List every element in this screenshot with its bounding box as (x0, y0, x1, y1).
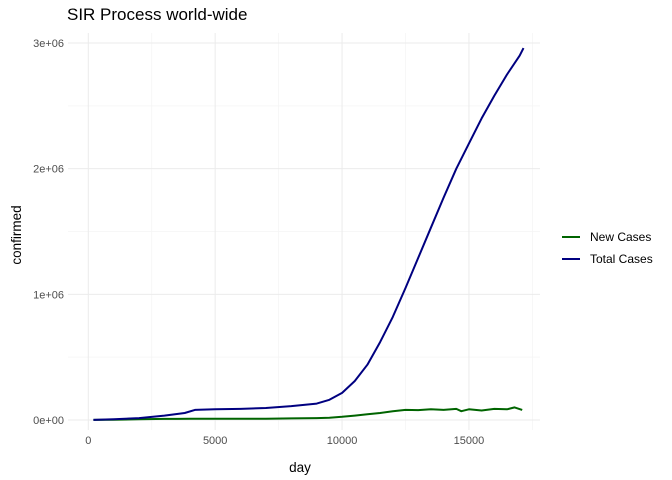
series-line-new-cases (93, 406, 523, 421)
chart-title: SIR Process world-wide (67, 5, 248, 24)
y-tick-label: 1e+06 (33, 289, 64, 301)
y-tick-label: 2e+06 (33, 164, 64, 176)
legend-key-new-cases (562, 236, 580, 238)
legend-key-total-cases (562, 258, 580, 260)
x-tick-label: 15000 (454, 435, 485, 447)
y-tick-labels: 0e+00 1e+06 2e+06 3e+06 (33, 38, 64, 427)
x-tick-label: 10000 (327, 435, 358, 447)
legend-label-total-cases: Total Cases (590, 252, 653, 266)
series-layer (93, 47, 525, 421)
x-axis-title: day (289, 460, 311, 475)
y-tick-label: 0e+00 (33, 415, 64, 427)
series-line-total-cases (93, 47, 525, 421)
legend: New Cases Total Cases (562, 226, 653, 270)
grid-minor (68, 33, 540, 430)
y-axis-title: confirmed (9, 205, 24, 264)
x-tick-labels: 0 5000 10000 15000 (85, 435, 484, 447)
legend-label-new-cases: New Cases (590, 230, 652, 244)
legend-item-new-cases: New Cases (562, 226, 653, 248)
x-tick-label: 5000 (203, 435, 227, 447)
legend-item-total-cases: Total Cases (562, 248, 653, 270)
x-tick-label: 0 (85, 435, 91, 447)
y-tick-label: 3e+06 (33, 38, 64, 50)
